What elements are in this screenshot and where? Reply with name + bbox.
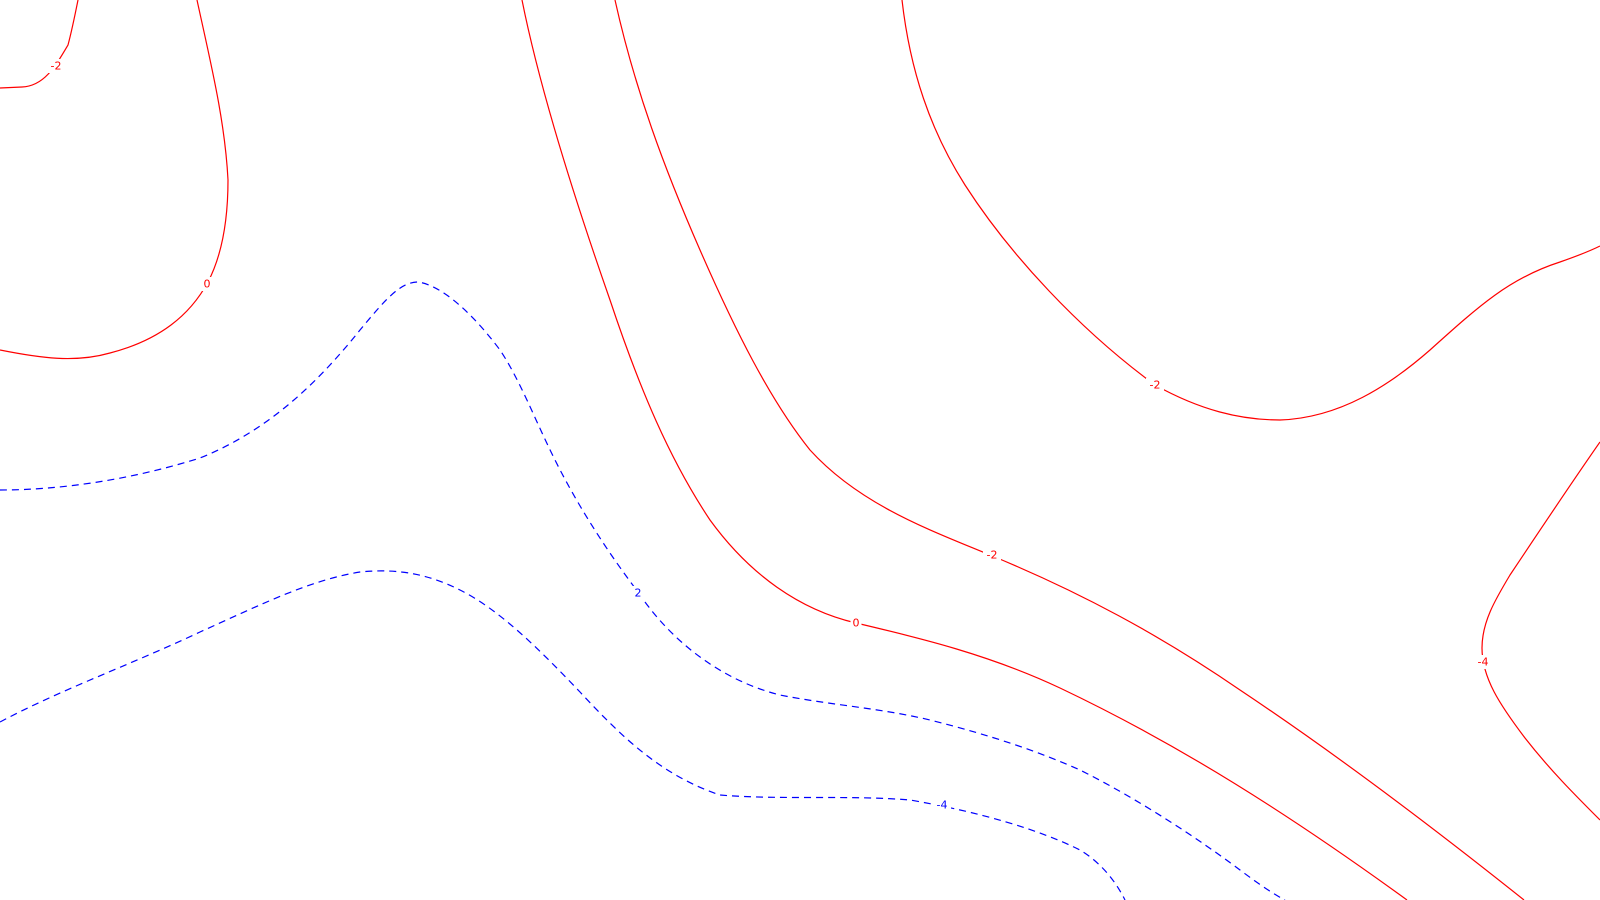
contour-label-gap (47, 59, 65, 73)
contour-label-gap (850, 616, 862, 630)
contour-label: 2 (635, 587, 642, 600)
contour-label-gap (933, 798, 951, 812)
contour-label-gap (1146, 378, 1164, 392)
contour-label: 0 (204, 278, 211, 291)
contour-label: -2 (987, 549, 998, 562)
contour-label: 0 (853, 617, 860, 630)
contour-line-long-zero (521, 0, 1408, 900)
contour-line-dashed-lower (0, 570, 1126, 900)
contour-line-middle-minus-two (614, 0, 1525, 900)
contour-label: -4 (937, 799, 948, 812)
contour-labels: -2 0 0 -2 -2 -4 2 -4 (47, 59, 1492, 812)
contour-label-gap (201, 277, 213, 291)
contour-label: -2 (1150, 379, 1161, 392)
contour-label-gap (1474, 655, 1492, 669)
contour-label-gap (983, 548, 1001, 562)
contour-label-gap (632, 586, 644, 600)
contour-line-dashed-upper (0, 281, 1286, 900)
contour-line-top-left (0, 0, 79, 89)
contour-label: -4 (1478, 656, 1489, 669)
contour-label: -2 (51, 60, 62, 73)
contour-line-right-minus-four (1481, 441, 1600, 821)
contour-line-upper-right-minus-two (901, 0, 1600, 421)
contour-line-upper-zero (0, 0, 229, 360)
